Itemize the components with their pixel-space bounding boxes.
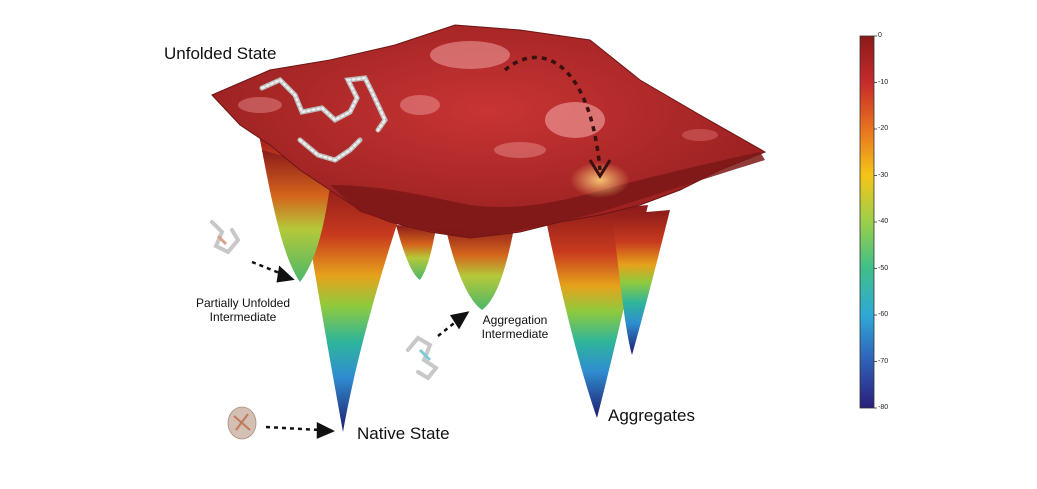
aggregation-intermediate-label: Aggregation Intermediate <box>470 313 560 341</box>
colorbar-tick-label: -50 <box>878 264 889 272</box>
partially-unfolded-label-line2: Intermediate <box>209 310 277 324</box>
colorbar-gradient <box>859 35 877 409</box>
colorbar-tick-label: -20 <box>878 125 889 132</box>
highlight <box>545 102 605 138</box>
colorbar-tick-label: -60 <box>878 311 889 318</box>
small-well <box>396 225 436 280</box>
partially-unfolded-label: Partially Unfolded Intermediate <box>188 296 298 324</box>
highlight <box>400 95 440 115</box>
colorbar-tick-label: -80 <box>878 404 889 411</box>
unfolded-state-label: Unfolded State <box>164 44 277 63</box>
energy-colorbar: 0 -10 -20 -30 -40 -50 -60 -70 -80 <box>858 32 918 414</box>
colorbar-tick-label: -40 <box>878 218 889 225</box>
partially-unfolded-well <box>262 150 332 282</box>
aggregation-intermediate-molecule <box>406 335 439 381</box>
unfolded-molecule <box>259 75 388 163</box>
native-state-label: Native State <box>357 424 450 443</box>
arrow-aggregation-intermediate <box>437 311 470 337</box>
aggregates-label: Aggregates <box>608 406 695 425</box>
highlight <box>494 142 546 158</box>
partially-unfolded-molecule <box>210 220 241 255</box>
aggregation-intermediate-well <box>445 225 514 310</box>
colorbar-tick-label: -70 <box>878 357 889 365</box>
colorbar-tick-label: -30 <box>878 171 889 179</box>
partially-unfolded-label-line1: Partially Unfolded <box>195 296 291 310</box>
aggregation-intermediate-label-line2: Intermediate <box>481 327 549 341</box>
front-ridge <box>330 152 765 238</box>
colorbar-tick-label: 0 <box>878 32 882 39</box>
highlight <box>430 41 510 69</box>
glow-spot <box>570 162 630 198</box>
surface-arrow-head <box>588 159 612 179</box>
surface-path-arrow <box>503 55 602 171</box>
highlight <box>682 129 718 141</box>
native-state-well <box>300 180 400 432</box>
highlight <box>238 97 282 113</box>
arrow-native-state <box>265 421 335 439</box>
aggregation-intermediate-label-line1: Aggregation <box>482 313 548 327</box>
arrow-partially-unfolded <box>251 260 295 283</box>
native-state-molecule <box>227 406 257 440</box>
right-side-well <box>612 210 670 355</box>
colorbar-tick-label: -10 <box>878 78 889 86</box>
energy-landscape-surface <box>210 24 767 440</box>
